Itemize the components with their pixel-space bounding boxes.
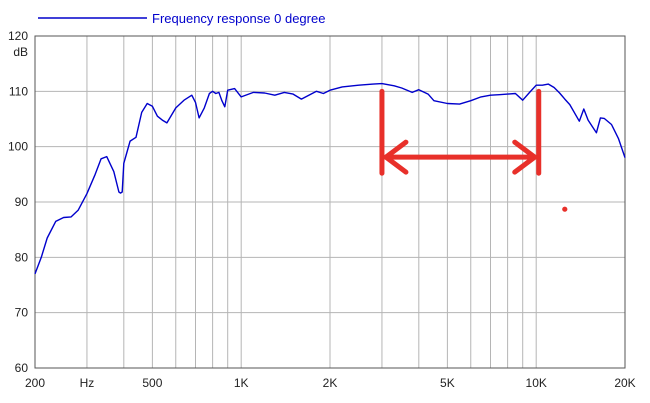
x-axis-unit-label: Hz (80, 376, 95, 390)
y-tick-label: 80 (15, 250, 29, 264)
x-tick-label: 20K (614, 376, 635, 390)
legend-label: Frequency response 0 degree (152, 11, 325, 26)
y-tick-label: 110 (9, 84, 28, 98)
y-tick-label: 100 (8, 140, 28, 154)
series-line (34, 82, 626, 275)
legend: Frequency response 0 degree (38, 11, 325, 26)
y-tick-label: 120 (8, 29, 28, 43)
y-tick-label: 90 (15, 195, 29, 209)
annotation-dot (562, 206, 568, 212)
axes: 60 70 80 90 100 110 120 dB 200 500 1K 2K 5K 10K 20K Hz (8, 29, 636, 390)
series-layer (34, 82, 626, 275)
x-tick-label: 10K (526, 376, 547, 390)
x-tick-label: 1K (234, 376, 249, 390)
x-tick-label: 5K (440, 376, 455, 390)
plot-frame (34, 35, 626, 369)
x-tick-label: 2K (323, 376, 338, 390)
y-tick-label: 60 (15, 361, 29, 375)
y-axis-unit-label: dB (13, 45, 28, 59)
annotations (379, 88, 568, 212)
range-arrow-head-right (512, 139, 538, 175)
x-tick-label: 200 (25, 376, 45, 390)
x-tick-label: 500 (142, 376, 162, 390)
y-tick-label: 70 (15, 306, 29, 320)
grid (34, 35, 626, 369)
range-arrow-head-left (383, 139, 409, 175)
